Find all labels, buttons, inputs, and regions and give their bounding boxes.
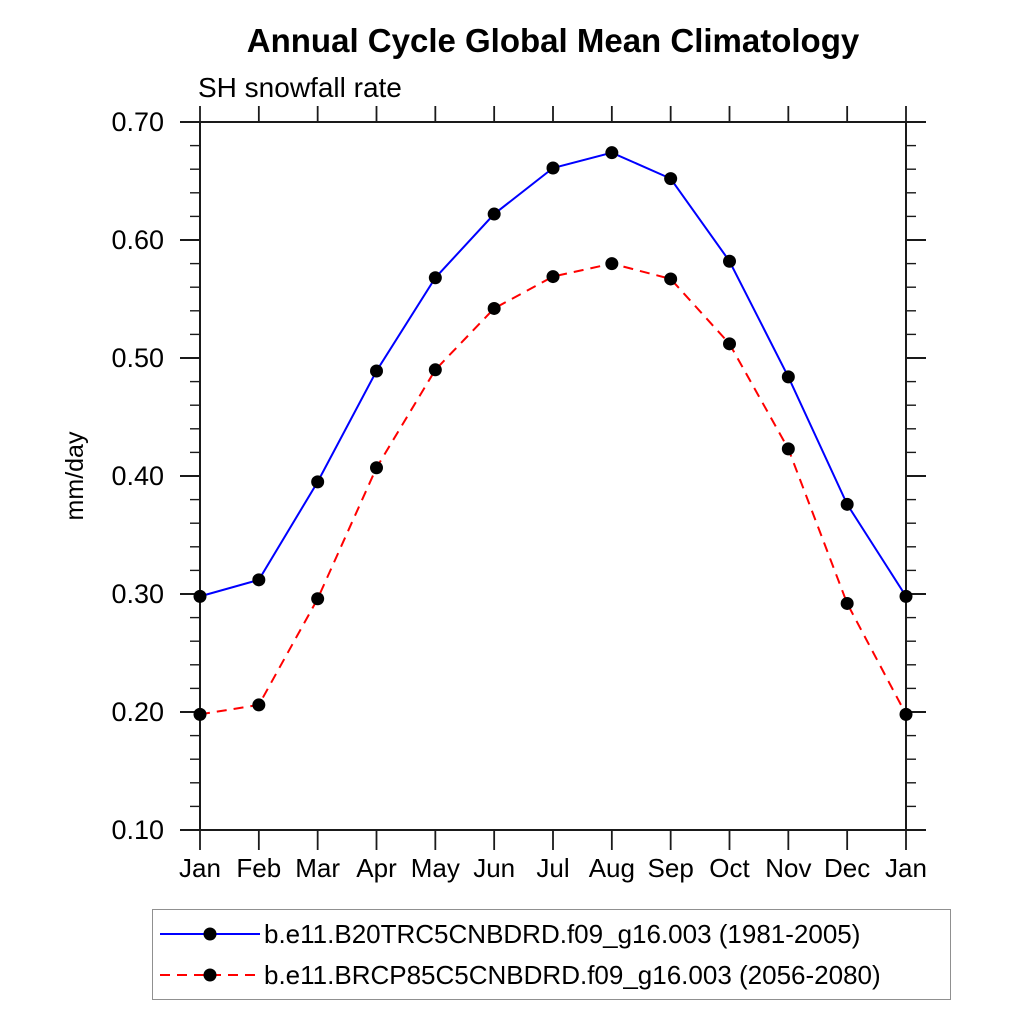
x-tick-label: Dec — [824, 853, 870, 883]
data-point-marker — [252, 698, 266, 712]
axis-ticks — [180, 106, 926, 850]
chart-subtitle: SH snowfall rate — [198, 72, 402, 103]
data-point-marker — [311, 592, 325, 606]
x-tick-label: Jan — [885, 853, 927, 883]
legend-label-historical: b.e11.B20TRC5CNBDRD.f09_g16.003 (1981-20… — [264, 918, 861, 949]
y-tick-label: 0.40 — [111, 461, 164, 491]
legend-entry-historical: b.e11.B20TRC5CNBDRD.f09_g16.003 (1981-20… — [153, 914, 950, 955]
series-line-1 — [199, 262, 907, 716]
x-tick-label: Aug — [589, 853, 635, 883]
data-point-marker — [781, 442, 795, 456]
x-tick-label: Mar — [295, 853, 340, 883]
data-point-marker — [193, 707, 207, 721]
x-tick-label: Sep — [648, 853, 694, 883]
data-point-marker — [428, 271, 442, 285]
x-tick-label: Jun — [473, 853, 515, 883]
y-tick-label: 0.50 — [111, 343, 164, 373]
data-point-marker — [605, 146, 619, 160]
data-point-marker — [252, 573, 266, 587]
y-tick-label: 0.20 — [111, 697, 164, 727]
y-tick-label: 0.10 — [111, 815, 164, 845]
x-axis-labels: Jan Feb Mar Apr May Jun Jul Aug Sep Oct Nov Dec Jan — [179, 853, 927, 883]
x-tick-label: Jul — [536, 853, 569, 883]
y-tick-label: 0.70 — [111, 107, 164, 137]
data-point-marker — [723, 337, 736, 351]
y-axis-title: mm/day — [61, 431, 89, 520]
data-point-marker — [605, 257, 619, 271]
data-point-marker — [546, 161, 560, 175]
data-point-marker — [840, 596, 854, 610]
x-tick-label: May — [411, 853, 460, 883]
data-point-marker — [899, 707, 913, 721]
x-tick-label: Feb — [236, 853, 281, 883]
data-point-marker — [840, 497, 854, 511]
data-point-marker — [370, 461, 383, 475]
series-line-0 — [199, 151, 907, 598]
data-point-marker — [664, 272, 678, 286]
data-point-marker — [487, 207, 501, 221]
plot-frame — [199, 121, 907, 831]
data-point-marker — [664, 172, 678, 186]
series-0 — [193, 146, 913, 603]
legend-dashed-line-icon — [160, 968, 260, 982]
x-tick-label: Oct — [709, 853, 750, 883]
series-1 — [193, 257, 913, 721]
chart-title: Annual Cycle Global Mean Climatology — [246, 22, 860, 59]
data-point-marker — [428, 363, 442, 377]
data-point-marker — [546, 270, 560, 284]
y-tick-label: 0.30 — [111, 579, 164, 609]
legend-label-rcp85: b.e11.BRCP85C5CNBDRD.f09_g16.003 (2056-2… — [264, 959, 881, 990]
x-tick-label: Apr — [356, 853, 397, 883]
legend: b.e11.B20TRC5CNBDRD.f09_g16.003 (1981-20… — [152, 909, 951, 1000]
data-point-marker — [193, 589, 207, 603]
data-point-marker — [899, 589, 913, 603]
legend-entry-rcp85: b.e11.BRCP85C5CNBDRD.f09_g16.003 (2056-2… — [153, 955, 950, 996]
y-tick-label: 0.60 — [111, 225, 164, 255]
legend-solid-line-icon — [160, 927, 260, 941]
x-tick-label: Nov — [765, 853, 811, 883]
data-point-marker — [781, 370, 795, 384]
x-tick-label: Jan — [179, 853, 221, 883]
y-axis-labels: 0.10 0.20 0.30 0.40 0.50 0.60 0.70 — [111, 107, 164, 845]
data-point-marker — [487, 301, 501, 315]
data-point-marker — [311, 475, 325, 489]
data-point-marker — [723, 254, 736, 268]
data-point-marker — [370, 364, 383, 378]
